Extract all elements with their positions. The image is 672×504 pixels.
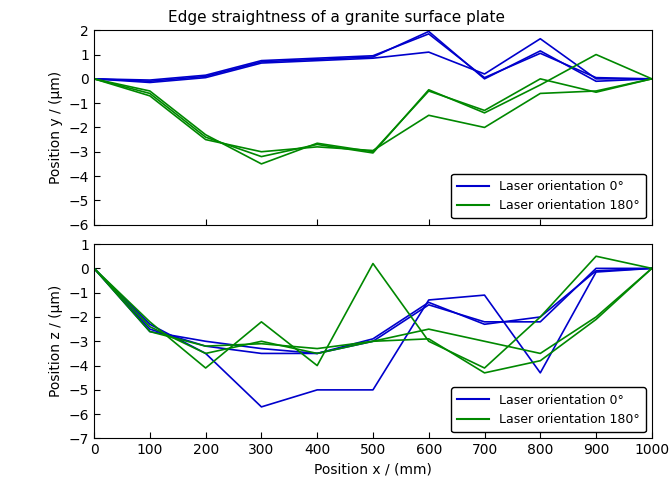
X-axis label: Position x / (mm): Position x / (mm): [314, 463, 432, 477]
Y-axis label: Position y / (µm): Position y / (µm): [49, 71, 63, 184]
Legend: Laser orientation 0°, Laser orientation 180°: Laser orientation 0°, Laser orientation …: [451, 388, 646, 432]
Legend: Laser orientation 0°, Laser orientation 180°: Laser orientation 0°, Laser orientation …: [451, 174, 646, 218]
Text: Edge straightness of a granite surface plate: Edge straightness of a granite surface p…: [167, 10, 505, 25]
Y-axis label: Position z / (µm): Position z / (µm): [49, 285, 63, 398]
